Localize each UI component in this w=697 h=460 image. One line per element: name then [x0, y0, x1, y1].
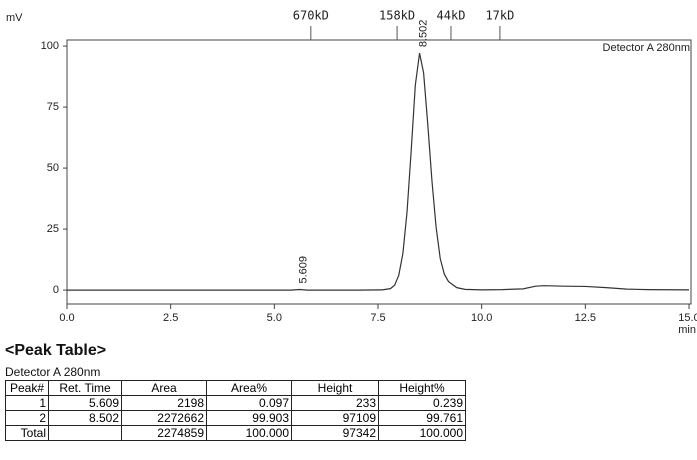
peak-table-title: <Peak Table>	[5, 342, 107, 359]
detector-label: Detector A 280nm	[603, 42, 690, 54]
table-cell: 2272662	[121, 410, 207, 426]
table-row: 1 5.609 2198 0.097 233 0.239	[5, 395, 466, 411]
y-axis-label: mV	[6, 12, 23, 24]
column-header: Peak#	[5, 380, 49, 396]
table-cell: 100.000	[378, 425, 466, 441]
peak-label: 8.502	[417, 20, 429, 48]
table-cell: 0.097	[206, 395, 292, 411]
table-cell: 233	[291, 395, 379, 411]
marker-label: 17kD	[485, 9, 514, 23]
table-cell: 97109	[291, 410, 379, 426]
x-tick-label: 12.5	[575, 312, 596, 324]
column-header: Area	[121, 380, 207, 396]
table-cell: 1	[5, 395, 49, 411]
y-tick-label: 50	[47, 162, 59, 174]
table-cell: 100.000	[206, 425, 292, 441]
y-tick-label: 25	[47, 223, 59, 235]
chromatogram-trace	[67, 53, 690, 291]
table-cell: 2	[5, 410, 49, 426]
column-header: Ret. Time	[48, 380, 122, 396]
y-tick-label: 75	[47, 101, 59, 113]
y-tick-label: 100	[41, 40, 59, 52]
x-tick-label: 10.0	[471, 312, 492, 324]
table-cell: 2274859	[121, 425, 207, 441]
table-cell: 99.761	[378, 410, 466, 426]
table-row: Total 2274859 100.000 97342 100.000	[5, 425, 466, 441]
table-cell: 5.609	[48, 395, 122, 411]
table-cell	[48, 425, 122, 441]
table-cell: 0.239	[378, 395, 466, 411]
column-header: Height	[291, 380, 379, 396]
peak-table: Peak# Ret. Time Area Area% Height Height% 1 5.6…	[5, 380, 466, 441]
peak-label: 5.609	[297, 256, 309, 284]
marker-label: 158kD	[379, 9, 415, 23]
table-cell: 97342	[291, 425, 379, 441]
table-cell: 8.502	[48, 410, 122, 426]
y-tick-label: 0	[53, 284, 59, 296]
marker-label: 670kD	[293, 9, 329, 23]
marker-label: 44kD	[437, 9, 466, 23]
x-tick-label: 0.0	[59, 312, 74, 324]
table-cell: 2198	[121, 395, 207, 411]
x-tick-label: 5.0	[267, 312, 282, 324]
column-header: Area%	[206, 380, 292, 396]
column-header: Height%	[378, 380, 466, 396]
table-row: 2 8.502 2272662 99.903 97109 99.761	[5, 410, 466, 426]
peak-table-section: <Peak Table> Detector A 280nm Peak# Ret. …	[5, 338, 466, 441]
x-axis-label: min	[678, 324, 696, 335]
header-row: Peak# Ret. Time Area Area% Height Height%	[5, 380, 466, 396]
x-tick-label: 7.5	[370, 312, 385, 324]
table-cell: Total	[5, 425, 49, 441]
plot-frame	[66, 39, 692, 305]
peak-table-detector: Detector A 280nm	[5, 365, 101, 379]
x-tick-label: 2.5	[163, 312, 178, 324]
table-cell: 99.903	[206, 410, 292, 426]
x-tick-label: 15.0	[678, 312, 697, 324]
chart: mV min Detector A 280nm 0 25 50 75 100 0.0 2.5…	[6, 9, 697, 336]
